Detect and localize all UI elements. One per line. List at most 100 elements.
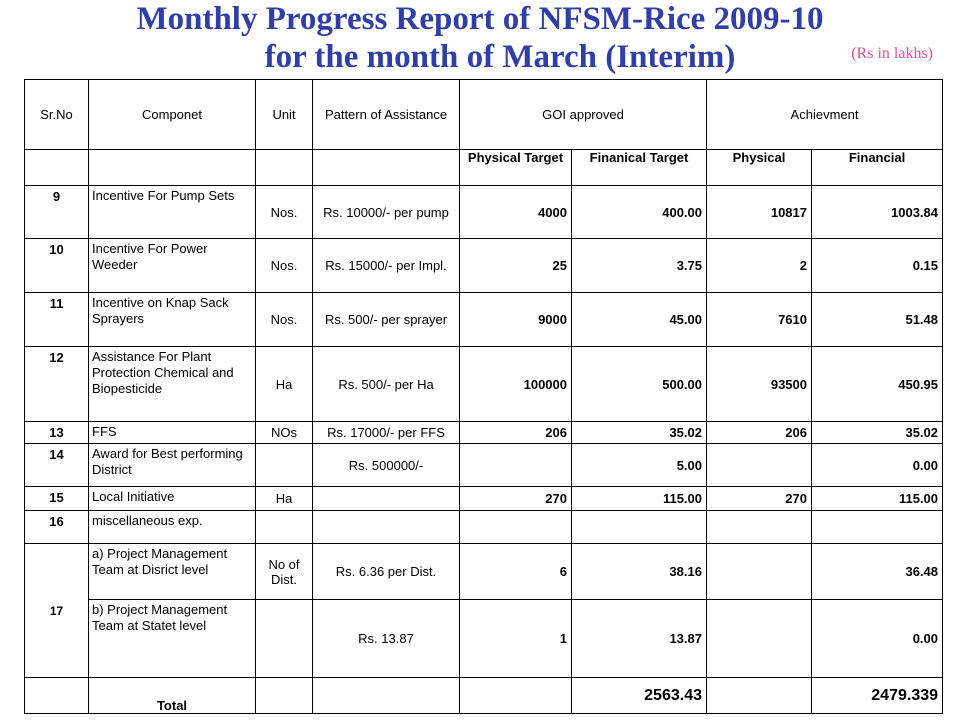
- physical-cell: 7610: [706, 292, 812, 347]
- physical-target-cell: [459, 510, 572, 544]
- sr-cell: 10: [24, 238, 89, 293]
- unit-cell: [255, 510, 313, 544]
- header-achievement: Achievment: [705, 79, 944, 150]
- pattern-cell: Rs. 13.87: [312, 599, 460, 678]
- financial-target-cell: 45.00: [571, 292, 707, 347]
- financial-target-cell: 115.00: [571, 486, 707, 511]
- title-line-1: Monthly Progress Report of NFSM-Rice 200…: [136, 1, 824, 37]
- total-financial: 2479.339: [810, 677, 944, 714]
- unit-cell: NOs: [255, 421, 313, 444]
- subheader-blank: [24, 149, 89, 186]
- table-row: 17 a) Project Management Team at Disrict…: [24, 543, 944, 678]
- header-physical-target: Physical Target: [459, 149, 572, 186]
- pattern-cell: [312, 486, 460, 511]
- financial-target-cell: 500.00: [571, 346, 707, 422]
- sr-cell: 13: [24, 421, 89, 444]
- total-blank: [459, 677, 572, 714]
- financial-cell: 0.15: [810, 238, 944, 293]
- financial-target-cell: 5.00: [571, 443, 707, 487]
- sr-cell: 11: [24, 292, 89, 347]
- unit-cell: [255, 443, 313, 487]
- subheader-blank: [255, 149, 313, 186]
- financial-cell: 1003.84: [810, 185, 944, 239]
- financial-cell: 115.00: [810, 486, 944, 511]
- component-cell: Incentive For Pump Sets: [88, 185, 256, 239]
- sr-cell: 16: [24, 510, 89, 544]
- physical-cell: 270: [706, 486, 812, 511]
- pattern-cell: Rs. 500/- per Ha: [312, 346, 460, 422]
- table-row: 11 Incentive on Knap Sack Sprayers Nos. …: [24, 292, 944, 347]
- header-financial: Financial: [810, 149, 944, 186]
- financial-target-cell: 35.02: [571, 421, 707, 444]
- pattern-cell: Rs. 17000/- per FFS: [312, 421, 460, 444]
- component-cell: a) Project Management Team at Disrict le…: [88, 543, 256, 600]
- financial-cell: 36.48: [810, 543, 944, 600]
- total-financial-target: 2563.43: [571, 677, 707, 714]
- financial-cell: 0.00: [810, 599, 944, 678]
- financial-cell: 51.48: [810, 292, 944, 347]
- physical-cell: 2: [706, 238, 812, 293]
- sr-cell: 14: [24, 443, 89, 487]
- sr-cell: 15: [24, 486, 89, 511]
- table-row: 14 Award for Best performing District Rs…: [24, 443, 944, 487]
- header-pattern: Pattern of Assistance: [312, 79, 460, 150]
- component-cell: b) Project Management Team at Statet lev…: [88, 599, 256, 678]
- total-row: Total 2563.43 2479.339: [24, 677, 944, 714]
- unit-cell: [255, 599, 313, 678]
- table-row: b) Project Management Team at Statet lev…: [25, 599, 944, 678]
- table-row: 15 Local Initiative Ha 270 115.00 270 11…: [24, 486, 944, 511]
- unit-cell: Nos.: [255, 238, 313, 293]
- header-financial-target: Finanical Target: [571, 149, 707, 186]
- component-cell: Incentive For Power Weeder: [88, 238, 256, 293]
- header-goi-approved: GOI approved: [459, 79, 707, 150]
- sr-cell: 9: [24, 185, 89, 239]
- physical-cell: 10817: [706, 185, 812, 239]
- pattern-cell: Rs. 500/- per sprayer: [312, 292, 460, 347]
- unit-cell: Ha: [255, 486, 313, 511]
- financial-target-cell: 13.87: [571, 599, 707, 678]
- component-cell: miscellaneous exp.: [88, 510, 256, 544]
- header-row: Sr.No Componet Unit Pattern of Assistanc…: [24, 79, 944, 150]
- header-sr-no: Sr.No: [24, 79, 89, 150]
- physical-target-cell: 270: [459, 486, 572, 511]
- sr-cell: 12: [24, 346, 89, 422]
- physical-cell: [706, 443, 812, 487]
- title-line-2: for the month of March (Interim): [264, 39, 736, 75]
- subheader-row: Physical Target Finanical Target Physica…: [24, 149, 944, 186]
- pattern-cell: [312, 510, 460, 544]
- header-component: Componet: [88, 79, 256, 150]
- component-cell: Assistance For Plant Protection Chemical…: [88, 346, 256, 422]
- unit-cell: Ha: [255, 346, 313, 422]
- table-row: 13 FFS NOs Rs. 17000/- per FFS 206 35.02…: [24, 421, 944, 444]
- pattern-cell: Rs. 10000/- per pump: [312, 185, 460, 239]
- unit-note: (Rs in lakhs): [851, 45, 933, 62]
- table-row: 12 Assistance For Plant Protection Chemi…: [24, 346, 944, 422]
- header-physical: Physical: [706, 149, 812, 186]
- physical-target-cell: [459, 443, 572, 487]
- table-row: 16 miscellaneous exp.: [24, 510, 944, 544]
- unit-cell: Nos.: [255, 292, 313, 347]
- pattern-cell: Rs. 500000/-: [312, 443, 460, 487]
- report-title: Monthly Progress Report of NFSM-Rice 200…: [0, 0, 960, 76]
- subheader-blank: [312, 149, 460, 186]
- pattern-cell: Rs. 6.36 per Dist.: [312, 543, 460, 600]
- total-label: Total: [88, 677, 256, 714]
- physical-target-cell: 9000: [459, 292, 572, 347]
- financial-cell: [810, 510, 944, 544]
- physical-cell: [706, 510, 812, 544]
- total-blank: [312, 677, 460, 714]
- unit-cell: Nos.: [255, 185, 313, 239]
- financial-target-cell: 3.75: [571, 238, 707, 293]
- financial-target-cell: 38.16: [571, 543, 707, 600]
- physical-cell: [706, 543, 812, 600]
- physical-target-cell: 100000: [459, 346, 572, 422]
- component-cell: Incentive on Knap Sack Sprayers: [88, 292, 256, 347]
- physical-cell: 93500: [706, 346, 812, 422]
- header-unit: Unit: [255, 79, 313, 150]
- physical-target-cell: 6: [459, 543, 572, 600]
- pattern-cell: Rs. 15000/- per Impl.: [312, 238, 460, 293]
- financial-cell: 450.95: [810, 346, 944, 422]
- component-cell: Award for Best performing District: [88, 443, 256, 487]
- physical-cell: 206: [706, 421, 812, 444]
- physical-target-cell: 25: [459, 238, 572, 293]
